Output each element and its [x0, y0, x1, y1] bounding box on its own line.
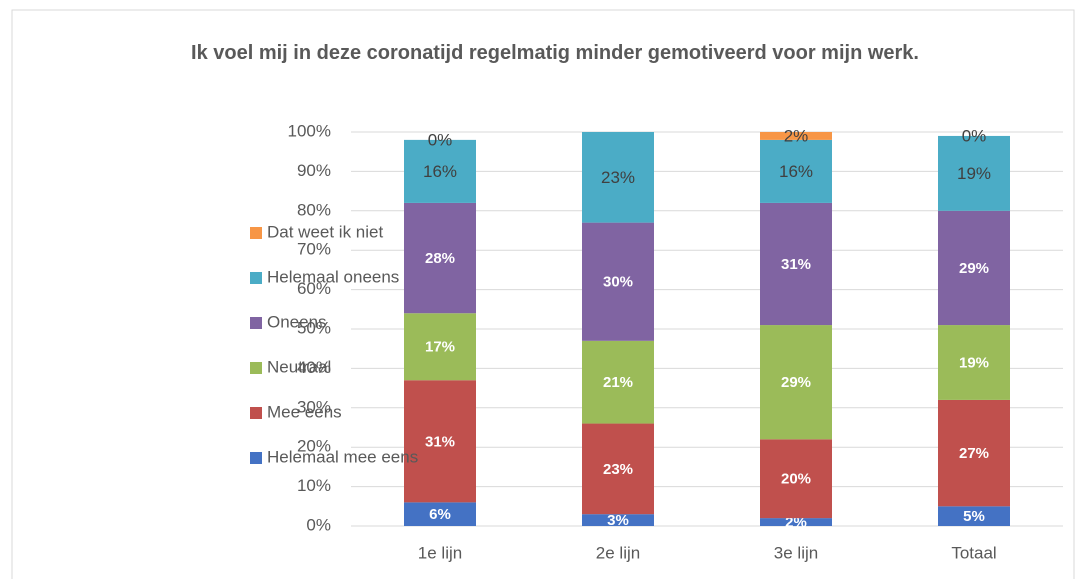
legend-label: Helemaal oneens [267, 267, 399, 286]
data-label: 19% [957, 164, 991, 183]
legend-label: Neutraal [267, 357, 331, 376]
bar-segment [582, 132, 654, 223]
legend-swatch [250, 407, 262, 419]
y-tick-label: 0% [306, 515, 331, 534]
data-label: 31% [425, 433, 455, 450]
chart-border [11, 9, 1075, 579]
data-label: 30% [603, 274, 633, 291]
x-tick-label: 1e lijn [418, 543, 462, 562]
bar-segment [760, 439, 832, 519]
data-label: 2% [784, 126, 809, 145]
legend-label: Dat weet ik niet [267, 222, 383, 241]
bar-segment [938, 210, 1010, 326]
y-tick-label: 10% [297, 476, 331, 495]
data-label: 19% [959, 354, 989, 371]
bar-segment [760, 132, 832, 140]
y-tick-label: 40% [297, 358, 331, 377]
bar-segment [938, 506, 1010, 526]
x-tick-label: 3e lijn [774, 543, 818, 562]
data-label: 0% [428, 130, 453, 149]
bar-segment [582, 423, 654, 515]
data-label: 6% [429, 506, 451, 523]
data-label: 3% [607, 512, 629, 529]
bar-segment [404, 380, 476, 503]
data-label: 0% [962, 126, 987, 145]
bar-segment [938, 135, 1010, 211]
data-label: 28% [425, 250, 455, 267]
data-label: 17% [425, 339, 455, 356]
data-label: 5% [963, 508, 985, 525]
data-label: 23% [603, 461, 633, 478]
y-tick-label: 70% [297, 240, 331, 259]
bar-segment [404, 313, 476, 381]
data-label: 21% [603, 374, 633, 391]
y-tick-label: 80% [297, 200, 331, 219]
legend-swatch [250, 272, 262, 284]
data-label: 31% [781, 256, 811, 273]
bar-segment [582, 222, 654, 341]
bar-segment [582, 514, 654, 526]
legend-swatch [250, 362, 262, 374]
x-tick-label: Totaal [951, 543, 996, 562]
legend-swatch [250, 452, 262, 464]
y-tick-label: 30% [297, 397, 331, 416]
data-label: 29% [959, 260, 989, 277]
bar-segment [760, 139, 832, 203]
bar-segment [760, 518, 832, 526]
data-label: 2% [785, 514, 807, 531]
chart-title: Ik voel mij in deze coronatijd regelmati… [191, 42, 919, 64]
data-label: 23% [601, 168, 635, 187]
y-tick-label: 50% [297, 318, 331, 337]
legend-label: Mee eens [267, 402, 342, 421]
y-tick-label: 100% [288, 121, 331, 140]
bar-segment [938, 325, 1010, 400]
x-tick-label: 2e lijn [596, 543, 640, 562]
y-tick-label: 60% [297, 279, 331, 298]
legend-label: Helemaal mee eens [267, 447, 418, 466]
legend-swatch [250, 227, 262, 239]
data-label: 27% [959, 445, 989, 462]
y-tick-label: 90% [297, 161, 331, 180]
data-label: 16% [779, 162, 813, 181]
bar-segment [760, 202, 832, 326]
y-tick-label: 20% [297, 437, 331, 456]
bar-segment [760, 325, 832, 440]
bar-segment [938, 399, 1010, 507]
legend-label: Oneens [267, 312, 327, 331]
legend-swatch [250, 317, 262, 329]
data-label: 16% [423, 162, 457, 181]
bar-segment [404, 502, 476, 526]
data-label: 29% [781, 374, 811, 391]
bar-segment [404, 139, 476, 203]
bar-segment [582, 340, 654, 424]
data-label: 20% [781, 471, 811, 488]
bar-segment [404, 202, 476, 314]
